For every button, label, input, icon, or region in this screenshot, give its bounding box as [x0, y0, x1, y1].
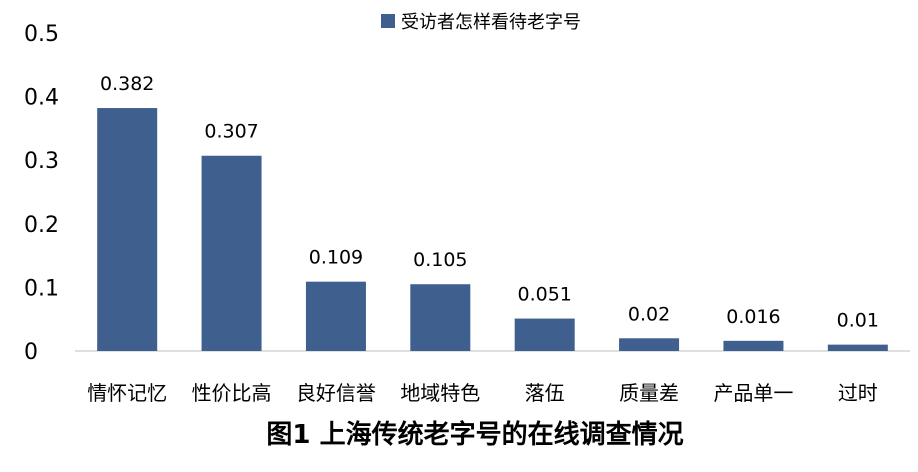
- x-tick-label: 良好信誉: [296, 381, 376, 405]
- bar: [201, 155, 262, 351]
- data-label: 0.02: [628, 303, 670, 325]
- data-label: 0.105: [413, 249, 467, 271]
- bar: [514, 318, 575, 351]
- legend-swatch: [381, 14, 395, 28]
- y-tick-label: 0.1: [24, 276, 59, 301]
- data-label: 0.016: [726, 306, 780, 328]
- data-label: 0.307: [204, 121, 258, 143]
- bar: [305, 281, 366, 351]
- bar: [827, 344, 888, 351]
- x-tick-label: 情怀记忆: [87, 381, 167, 405]
- y-tick-label: 0.5: [24, 22, 59, 47]
- bar: [97, 108, 158, 351]
- x-tick-label: 地域特色: [400, 381, 480, 405]
- x-tick-label: 落伍: [525, 381, 565, 405]
- legend: 受访者怎样看待老字号: [381, 12, 581, 33]
- x-tick-label: 质量差: [619, 381, 679, 405]
- legend-label: 受访者怎样看待老字号: [401, 12, 581, 33]
- y-tick-label: 0.4: [24, 86, 59, 111]
- figure-caption: 图1 上海传统老字号的在线调查情况: [266, 419, 683, 450]
- data-label: 0.382: [100, 73, 154, 95]
- y-tick-label: 0: [24, 340, 38, 365]
- data-label: 0.01: [837, 310, 879, 332]
- data-label: 0.109: [309, 247, 363, 269]
- bar: [619, 338, 680, 351]
- data-label: 0.051: [517, 284, 571, 306]
- y-tick-label: 0.3: [24, 149, 59, 174]
- x-tick-label: 产品单一: [713, 381, 793, 405]
- x-tick-label: 过时: [838, 381, 878, 405]
- y-tick-label: 0.2: [24, 213, 59, 238]
- bar: [723, 340, 784, 351]
- x-tick-label: 性价比高: [192, 381, 272, 405]
- bar: [410, 284, 471, 351]
